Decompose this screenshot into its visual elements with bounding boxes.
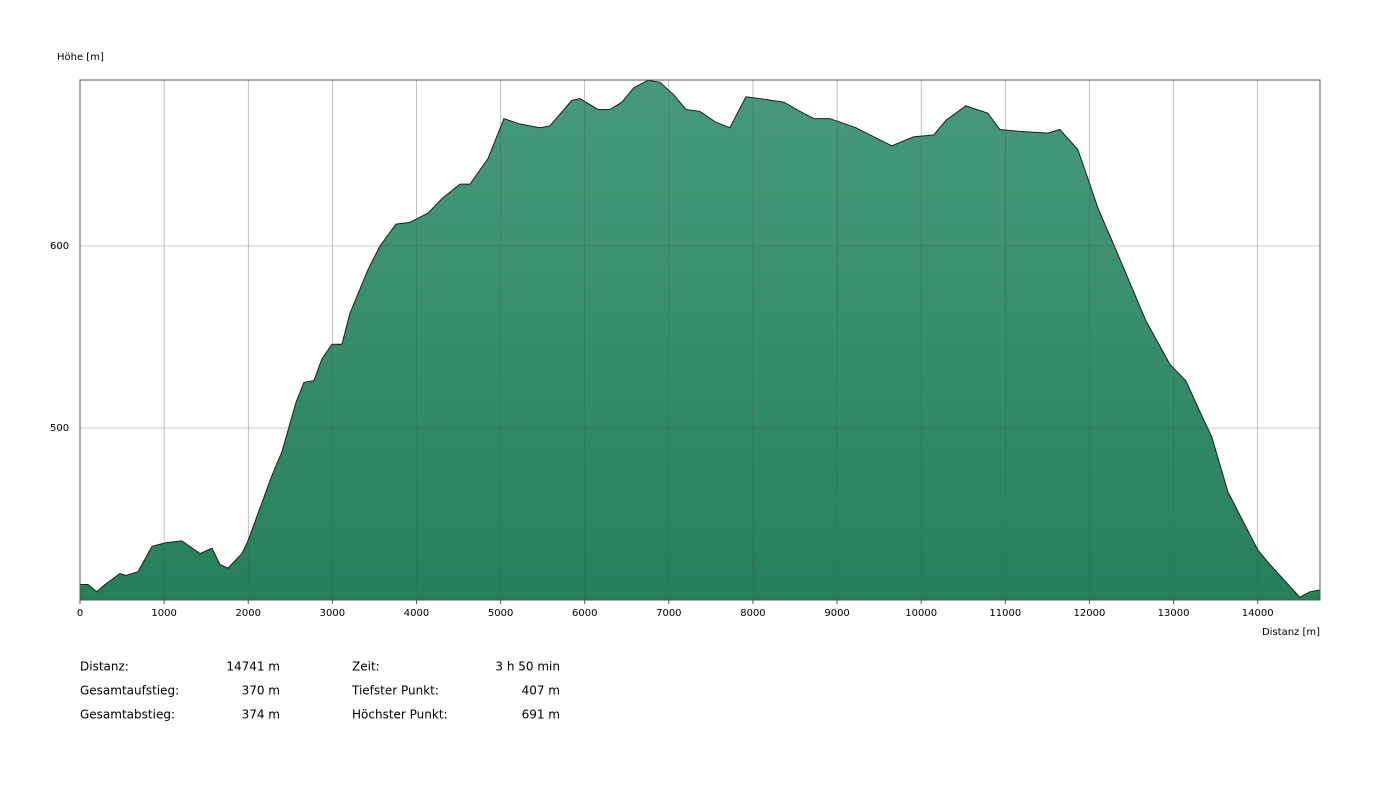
stat-label: Gesamtaufstieg: (80, 684, 179, 698)
x-tick-label: 3000 (320, 608, 345, 619)
x-tick-label: 10000 (905, 608, 937, 619)
x-tick-label: 9000 (824, 608, 849, 619)
area (79, 79, 1321, 601)
x-tick-label: 12000 (1074, 608, 1106, 619)
x-tick-label: 6000 (572, 608, 597, 619)
stat-label: Distanz: (80, 660, 129, 674)
stat-label: Höchster Punkt: (352, 708, 448, 722)
x-tick-label: 1000 (151, 608, 176, 619)
x-tick-label: 4000 (404, 608, 429, 619)
stat-value: 374 m (242, 708, 280, 722)
x-tick-label: 14000 (1242, 608, 1274, 619)
stat-label: Zeit: (352, 660, 380, 674)
stat-label: Gesamtabstieg: (80, 708, 175, 722)
plot-frame (79, 79, 1321, 601)
x-tick-label: 2000 (236, 608, 261, 619)
y-axis-label: Höhe [m] (57, 52, 104, 63)
x-tick-label: 0 (77, 608, 83, 619)
x-tick-label: 8000 (740, 608, 765, 619)
stat-value: 691 m (522, 708, 560, 722)
stat-value: 3 h 50 min (495, 660, 560, 674)
stat-label: Tiefster Punkt: (351, 684, 439, 698)
x-axis-label: Distanz [m] (1262, 627, 1320, 638)
y-tick-label: 500 (50, 423, 69, 434)
stat-value: 14741 m (226, 660, 280, 674)
x-tick-label: 11000 (989, 608, 1021, 619)
y-tick-label: 600 (50, 241, 69, 252)
x-tick-label: 7000 (656, 608, 681, 619)
x-tick-label: 13000 (1158, 608, 1190, 619)
stat-value: 407 m (522, 684, 560, 698)
x-tick-label: 5000 (488, 608, 513, 619)
stat-value: 370 m (242, 684, 280, 698)
